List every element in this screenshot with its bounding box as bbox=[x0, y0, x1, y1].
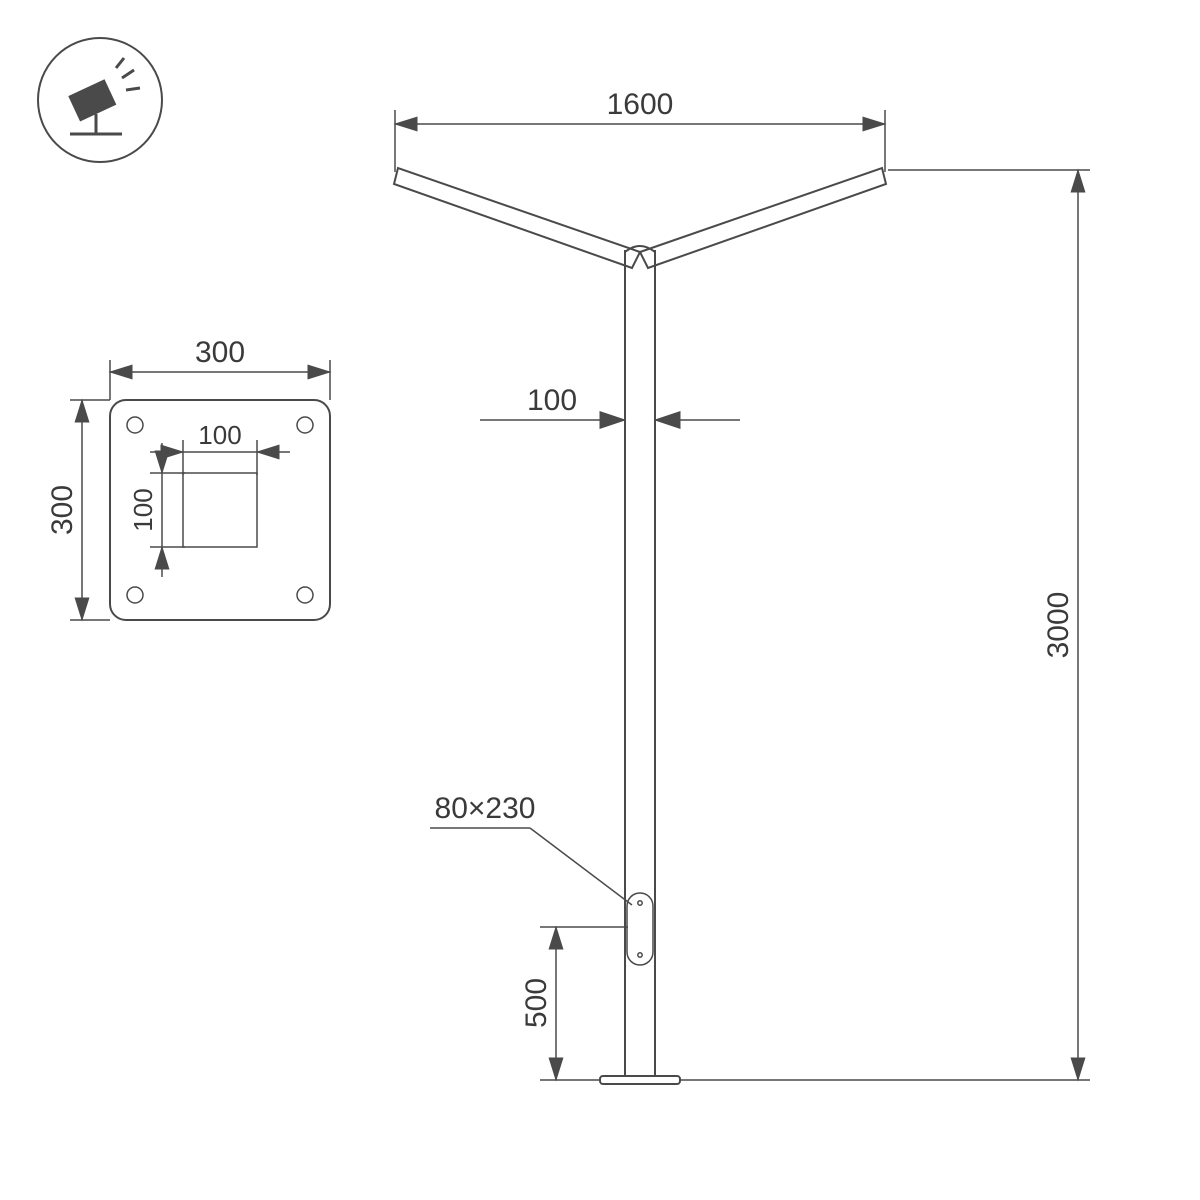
pole-side-view: 1600 3000 100 80×230 500 bbox=[394, 88, 1090, 1084]
dim-panel-height: 500 bbox=[520, 978, 553, 1028]
spotlight-icon bbox=[38, 38, 162, 162]
dim-total-height: 3000 bbox=[1042, 592, 1075, 659]
dim-plate-height: 300 bbox=[46, 485, 79, 535]
dim-inner-height: 100 bbox=[128, 488, 158, 531]
dim-plate-width: 300 bbox=[195, 336, 245, 369]
dim-arm-span: 1600 bbox=[607, 88, 674, 121]
base-plate-view: 300 300 100 100 bbox=[46, 336, 330, 620]
dim-panel-size: 80×230 bbox=[435, 792, 536, 825]
dim-inner-width: 100 bbox=[198, 420, 241, 450]
drawing-canvas: 300 300 100 100 bbox=[0, 0, 1200, 1200]
dim-pole-width: 100 bbox=[527, 384, 577, 417]
